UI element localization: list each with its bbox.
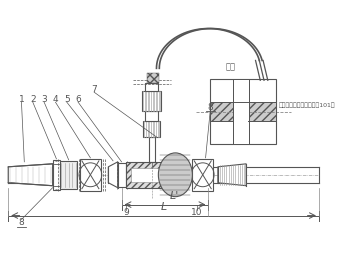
Polygon shape	[218, 164, 246, 186]
Text: 葉輪在外管內裝配位置（101）: 葉輪在外管內裝配位置（101）	[279, 102, 336, 108]
Bar	[126, 162, 188, 188]
Bar	[53, 160, 60, 190]
Bar	[147, 73, 159, 83]
Polygon shape	[8, 164, 53, 186]
Text: 5: 5	[64, 95, 70, 104]
Bar	[234, 82, 248, 102]
Text: 3: 3	[41, 95, 47, 104]
Bar	[118, 163, 126, 187]
Bar	[193, 159, 213, 191]
Bar	[142, 91, 161, 111]
Bar	[131, 168, 183, 182]
Bar	[60, 161, 77, 189]
Bar	[234, 79, 248, 144]
Polygon shape	[108, 162, 118, 188]
Text: L: L	[160, 202, 167, 211]
Text: 2: 2	[30, 95, 36, 104]
Bar	[126, 162, 188, 188]
Bar	[80, 159, 101, 191]
Text: 1: 1	[19, 95, 24, 104]
Bar	[149, 137, 155, 162]
Text: 流向: 流向	[225, 63, 235, 72]
Bar	[210, 102, 276, 121]
Bar	[145, 111, 158, 121]
Text: 10: 10	[191, 208, 203, 217]
Ellipse shape	[158, 153, 193, 197]
Bar	[234, 121, 248, 143]
Text: 8: 8	[19, 218, 24, 227]
Text: 7: 7	[91, 85, 97, 94]
Text: 8: 8	[207, 103, 213, 112]
Bar	[145, 83, 158, 91]
Text: 6: 6	[75, 95, 81, 104]
Bar	[143, 121, 160, 137]
Bar	[234, 79, 248, 144]
Bar	[210, 79, 276, 144]
Text: L': L'	[170, 191, 179, 201]
Bar	[210, 102, 276, 121]
Text: 9: 9	[124, 208, 129, 217]
Text: 4: 4	[53, 95, 58, 104]
